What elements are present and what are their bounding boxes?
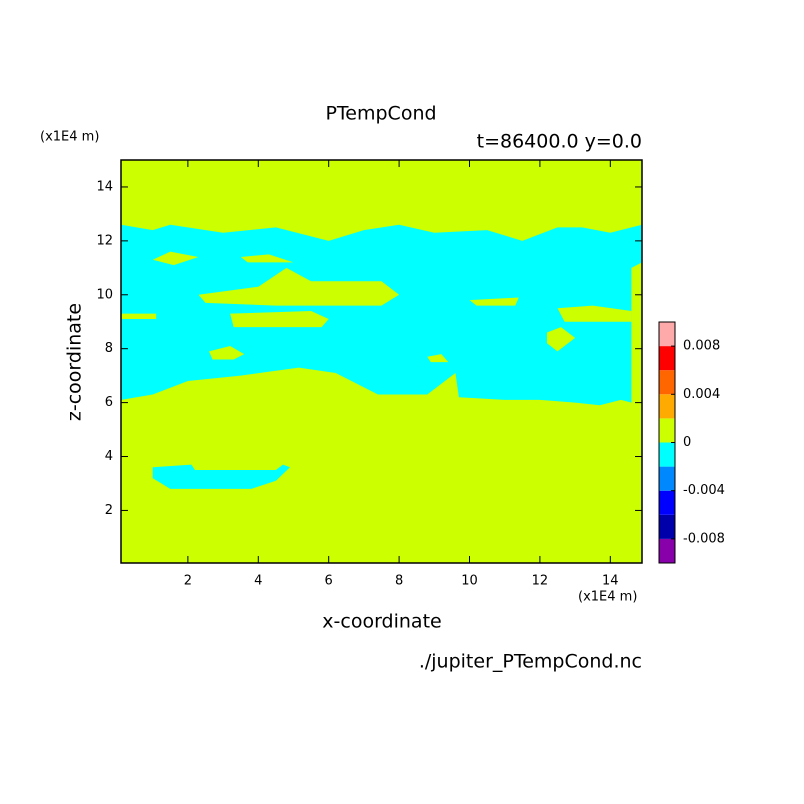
y-tick-label: 6	[105, 395, 113, 410]
subtitle: t=86400.0 y=0.0	[477, 131, 642, 153]
colorbar-bin	[659, 490, 675, 515]
contour-region	[546, 327, 576, 352]
colorbar-bin	[659, 442, 675, 467]
colorbar-tick-label: 0	[683, 435, 691, 450]
contour-region	[209, 346, 245, 360]
x-unit: (x1E4 m)	[578, 590, 637, 605]
y-tick-label: 10	[96, 287, 113, 302]
contour-region	[427, 354, 449, 363]
x-tick-label: 4	[254, 574, 262, 589]
y-tick-label: 4	[105, 449, 113, 464]
x-tick-label: 2	[184, 574, 192, 589]
contour-region	[240, 254, 294, 263]
colorbar-bin	[659, 418, 675, 443]
x-axis-label: x-coordinate	[322, 611, 441, 633]
contour-field	[121, 160, 642, 563]
x-tick-label: 10	[461, 574, 478, 589]
y-unit: (x1E4 m)	[40, 130, 99, 145]
colorbar-bin	[659, 394, 675, 419]
contour-region	[121, 224, 642, 406]
contour-region	[557, 305, 632, 322]
y-tick-label: 14	[96, 179, 113, 194]
colorbar-bin	[659, 466, 675, 491]
y-tick-label: 2	[105, 503, 113, 518]
colorbar-bin	[659, 538, 675, 563]
colorbar-bin	[659, 514, 675, 539]
x-tick-label: 14	[602, 574, 619, 589]
contour-region	[230, 310, 329, 328]
plot-frame	[120, 159, 643, 564]
contour-region	[469, 297, 519, 306]
x-tick-label: 8	[395, 574, 403, 589]
contour-region	[152, 464, 290, 489]
y-axis-label: z-coordinate	[64, 303, 86, 421]
colorbar-bin	[659, 322, 675, 347]
colorbar-tick-label: -0.004	[683, 483, 725, 498]
x-tick-label: 6	[325, 574, 333, 589]
colorbar-bin	[659, 346, 675, 371]
chart-title: PTempCond	[325, 103, 436, 125]
colorbar-bin	[659, 370, 675, 395]
x-tick-label: 12	[532, 574, 549, 589]
contour-region	[121, 313, 157, 320]
colorbar-tick-label: -0.008	[683, 531, 725, 546]
colorbar-tick-label: 0.008	[683, 339, 720, 354]
source-file: ./jupiter_PTempCond.nc	[419, 651, 642, 673]
contour-region	[198, 267, 400, 306]
contour-region	[152, 251, 199, 266]
y-tick-label: 12	[96, 233, 113, 248]
colorbar-tick-label: 0.004	[683, 387, 720, 402]
y-tick-label: 8	[105, 341, 113, 356]
